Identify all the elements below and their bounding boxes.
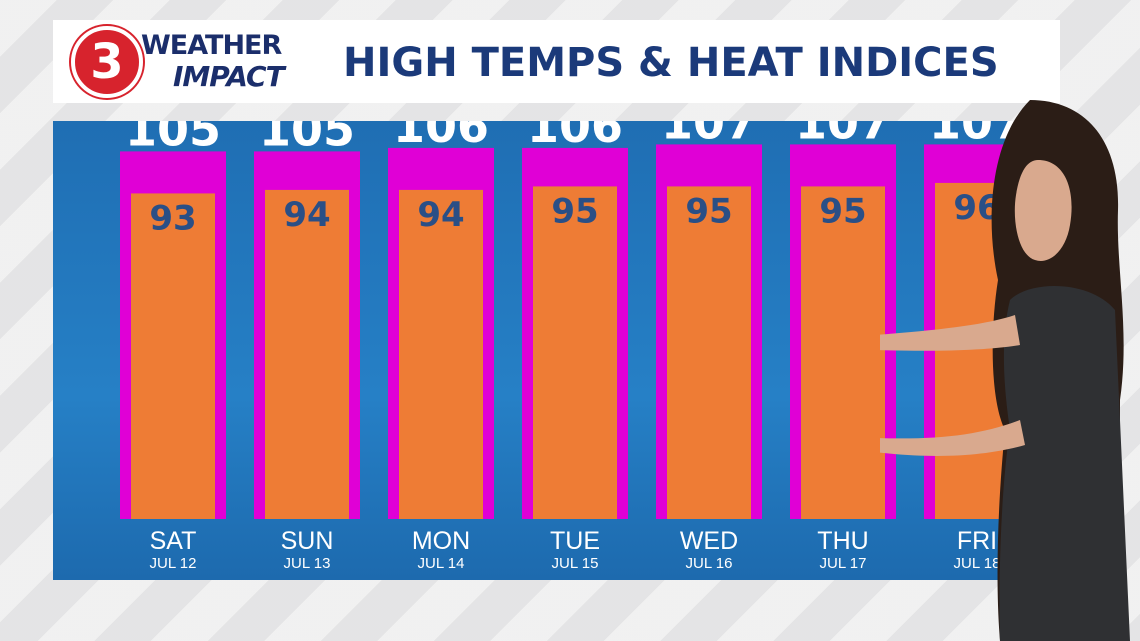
date-label: JUL 17 (820, 555, 867, 572)
heat-index-label: 105 (259, 121, 355, 156)
high-temp-label: 96 (953, 188, 1000, 228)
chart-panel: 105 93 SAT JUL 12 105 94 SUN JUL 13 106 94 MON JUL … (53, 121, 1060, 580)
day-label: THU (817, 527, 868, 555)
station-logo: 3 (71, 26, 143, 98)
logo-number: 3 (90, 34, 124, 90)
date-label: JUL 16 (686, 555, 733, 572)
heat-index-label: 105 (125, 121, 221, 156)
logo-impact-text: IMPACT (173, 60, 285, 93)
day-label: SUN (281, 527, 334, 555)
heat-index-label: 107 (795, 121, 891, 149)
day-label: FRI (957, 527, 997, 555)
high-temp-bar (533, 186, 617, 519)
date-label: JUL 13 (284, 555, 331, 572)
day-label: TUE (550, 527, 600, 555)
high-temp-label: 95 (819, 191, 866, 231)
date-label: JUL 14 (418, 555, 465, 572)
day-label: SAT (150, 527, 197, 555)
heat-index-label: 106 (527, 121, 623, 153)
header-bar: 3 WEATHER IMPACT HIGH TEMPS & HEAT INDIC… (53, 20, 1060, 103)
high-temp-label: 95 (551, 191, 598, 231)
high-temp-label: 94 (417, 195, 464, 235)
heat-index-label: 106 (393, 121, 489, 153)
day-label: MON (412, 527, 470, 555)
high-temp-bar (265, 189, 349, 519)
date-label: JUL 15 (552, 555, 599, 572)
day-label: WED (680, 527, 738, 555)
high-temp-bar (131, 193, 215, 519)
high-temp-bar (667, 186, 751, 519)
date-label: JUL 18 (954, 555, 1001, 572)
date-label: JUL 12 (150, 555, 197, 572)
heat-index-label: 107 (661, 121, 757, 149)
high-temp-bar (801, 186, 885, 519)
high-temp-label: 94 (283, 195, 330, 235)
chart-title: HIGH TEMPS & HEAT INDICES (343, 40, 999, 86)
logo-weather-text: WEATHER (141, 30, 282, 61)
high-temp-label: 95 (685, 191, 732, 231)
high-temp-bar (935, 182, 1019, 519)
high-temp-label: 93 (149, 198, 196, 238)
high-temp-bar (399, 189, 483, 519)
heat-index-label: 107 (929, 121, 1025, 149)
